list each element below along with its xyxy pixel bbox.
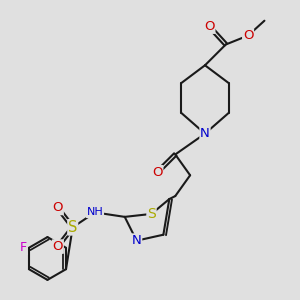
Text: O: O xyxy=(204,20,215,33)
Text: F: F xyxy=(20,241,27,254)
Text: O: O xyxy=(52,202,63,214)
Text: N: N xyxy=(132,234,142,247)
Text: S: S xyxy=(147,207,156,221)
Text: O: O xyxy=(152,166,163,179)
Text: S: S xyxy=(68,220,77,235)
Text: N: N xyxy=(200,127,210,140)
Text: NH: NH xyxy=(87,207,103,218)
Text: O: O xyxy=(52,240,63,253)
Text: O: O xyxy=(243,29,253,42)
